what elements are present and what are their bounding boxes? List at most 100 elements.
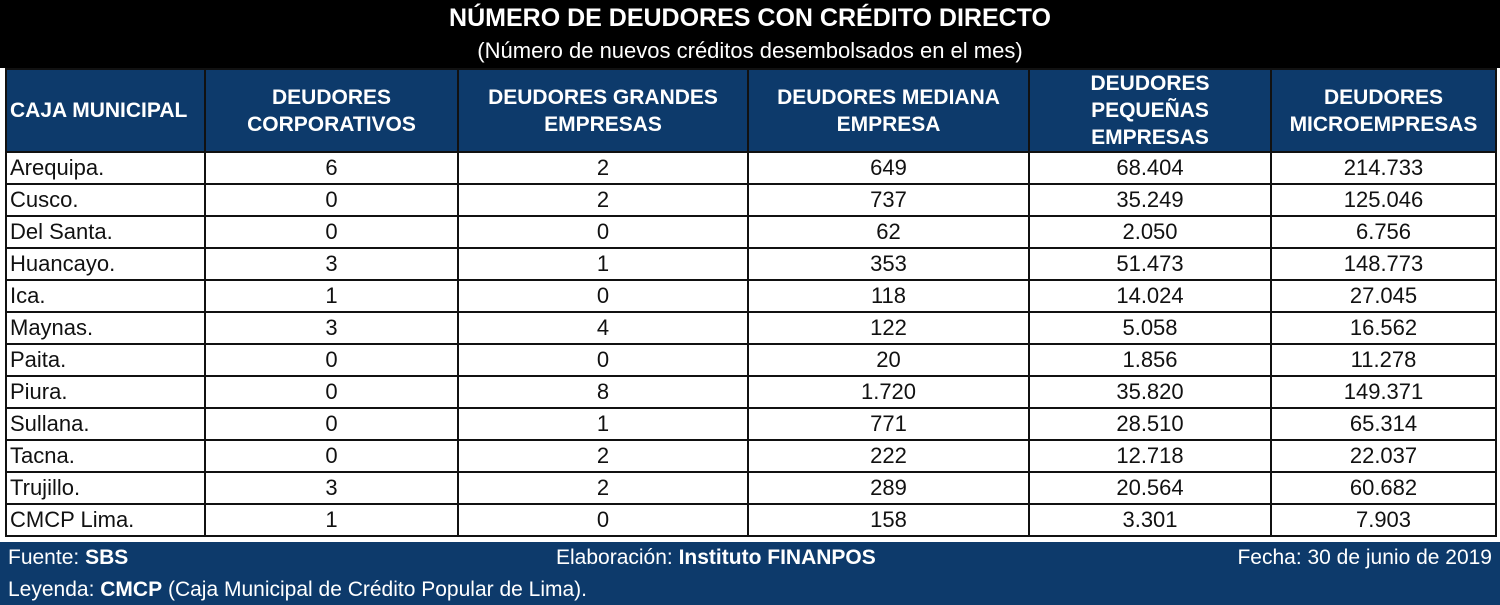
cell-corporativos: 0 [204, 407, 459, 441]
cell-grandes-empresas: 2 [457, 151, 749, 185]
cell-grandes-empresas: 2 [457, 183, 749, 217]
table-body: Arequipa. 6 2 649 68.404 214.733 Cusco. 0 2 737 35… [5, 151, 1497, 537]
legend-abbr: CMCP [100, 578, 163, 601]
cell-caja: Del Santa. [5, 215, 206, 249]
elaboration-value: Instituto FINANPOS [678, 546, 876, 569]
legend-note: Leyenda: CMCP (Caja Municipal de Crédito… [8, 578, 587, 602]
cell-caja: Tacna. [5, 439, 206, 473]
cell-grandes-empresas: 8 [457, 375, 749, 409]
cell-grandes-empresas: 0 [457, 279, 749, 313]
debtors-table: CAJA MUNICIPAL DEUDORES CORPORATIVOS DEU… [5, 68, 1497, 537]
cell-microempresas: 125.046 [1270, 183, 1497, 217]
cell-microempresas: 6.756 [1270, 215, 1497, 249]
cell-mediana-empresa: 1.720 [747, 375, 1030, 409]
page-title: NÚMERO DE DEUDORES CON CRÉDITO DIRECTO [449, 4, 1051, 32]
source-note: Fuente: SBS [8, 546, 128, 570]
column-header-microempresas: DEUDORES MICROEMPRESAS [1270, 68, 1497, 153]
source-label: Fuente: [8, 546, 80, 569]
cell-mediana-empresa: 62 [747, 215, 1030, 249]
source-value: SBS [85, 546, 129, 569]
cell-grandes-empresas: 0 [457, 503, 749, 537]
title-bar: NÚMERO DE DEUDORES CON CRÉDITO DIRECTO (… [0, 0, 1500, 68]
cell-pequenas-empresas: 14.024 [1028, 279, 1272, 313]
cell-mediana-empresa: 122 [747, 311, 1030, 345]
column-header-grandes-empresas: DEUDORES GRANDES EMPRESAS [457, 68, 749, 153]
cell-mediana-empresa: 158 [747, 503, 1030, 537]
cell-corporativos: 0 [204, 439, 459, 473]
cell-mediana-empresa: 353 [747, 247, 1030, 281]
cell-microempresas: 11.278 [1270, 343, 1497, 377]
cell-grandes-empresas: 0 [457, 215, 749, 249]
cell-pequenas-empresas: 5.058 [1028, 311, 1272, 345]
column-header-mediana-empresa: DEUDORES MEDIANA EMPRESA [747, 68, 1030, 153]
cell-microempresas: 148.773 [1270, 247, 1497, 281]
table-row: CMCP Lima. 1 0 158 3.301 7.903 [5, 503, 1497, 537]
footer: Fuente: SBS Elaboración: Instituto FINAN… [0, 542, 1500, 605]
cell-grandes-empresas: 1 [457, 247, 749, 281]
cell-mediana-empresa: 20 [747, 343, 1030, 377]
cell-pequenas-empresas: 3.301 [1028, 503, 1272, 537]
cell-grandes-empresas: 2 [457, 471, 749, 505]
column-header-pequenas-empresas: DEUDORES PEQUEÑAS EMPRESAS [1028, 68, 1272, 153]
table-row: Piura. 0 8 1.720 35.820 149.371 [5, 375, 1497, 409]
cell-caja: Cusco. [5, 183, 206, 217]
cell-grandes-empresas: 2 [457, 439, 749, 473]
table-row: Arequipa. 6 2 649 68.404 214.733 [5, 151, 1497, 185]
cell-microempresas: 60.682 [1270, 471, 1497, 505]
elaboration-note: Elaboración: Instituto FINANPOS [556, 546, 876, 570]
column-header-caja: CAJA MUNICIPAL [5, 68, 206, 153]
column-header-corporativos: DEUDORES CORPORATIVOS [204, 68, 459, 153]
cell-caja: Trujillo. [5, 471, 206, 505]
cell-caja: CMCP Lima. [5, 503, 206, 537]
date-note: Fecha: 30 de junio de 2019 [1237, 546, 1492, 569]
table-row: Huancayo. 3 1 353 51.473 148.773 [5, 247, 1497, 281]
cell-mediana-empresa: 771 [747, 407, 1030, 441]
cell-pequenas-empresas: 28.510 [1028, 407, 1272, 441]
cell-caja: Sullana. [5, 407, 206, 441]
elaboration-label: Elaboración: [556, 546, 673, 569]
cell-caja: Arequipa. [5, 151, 206, 185]
table-row: Tacna. 0 2 222 12.718 22.037 [5, 439, 1497, 473]
cell-corporativos: 3 [204, 311, 459, 345]
cell-microempresas: 16.562 [1270, 311, 1497, 345]
table-row: Paita. 0 0 20 1.856 11.278 [5, 343, 1497, 377]
cell-corporativos: 0 [204, 215, 459, 249]
cell-pequenas-empresas: 51.473 [1028, 247, 1272, 281]
cell-corporativos: 0 [204, 343, 459, 377]
cell-caja: Ica. [5, 279, 206, 313]
cell-grandes-empresas: 4 [457, 311, 749, 345]
cell-pequenas-empresas: 20.564 [1028, 471, 1272, 505]
cell-mediana-empresa: 737 [747, 183, 1030, 217]
cell-caja: Piura. [5, 375, 206, 409]
table-header-row: CAJA MUNICIPAL DEUDORES CORPORATIVOS DEU… [5, 68, 1497, 153]
cell-microempresas: 214.733 [1270, 151, 1497, 185]
cell-corporativos: 1 [204, 279, 459, 313]
cell-pequenas-empresas: 68.404 [1028, 151, 1272, 185]
cell-microempresas: 65.314 [1270, 407, 1497, 441]
page-subtitle: (Número de nuevos créditos desembolsados… [477, 38, 1023, 63]
cell-mediana-empresa: 118 [747, 279, 1030, 313]
legend-label: Leyenda: [8, 578, 95, 601]
cell-corporativos: 6 [204, 151, 459, 185]
cell-pequenas-empresas: 1.856 [1028, 343, 1272, 377]
table-row: Trujillo. 3 2 289 20.564 60.682 [5, 471, 1497, 505]
cell-microempresas: 7.903 [1270, 503, 1497, 537]
cell-microempresas: 27.045 [1270, 279, 1497, 313]
table-row: Sullana. 0 1 771 28.510 65.314 [5, 407, 1497, 441]
cell-mediana-empresa: 222 [747, 439, 1030, 473]
table-row: Cusco. 0 2 737 35.249 125.046 [5, 183, 1497, 217]
cell-mediana-empresa: 289 [747, 471, 1030, 505]
cell-microempresas: 149.371 [1270, 375, 1497, 409]
table-row: Del Santa. 0 0 62 2.050 6.756 [5, 215, 1497, 249]
cell-corporativos: 0 [204, 375, 459, 409]
cell-corporativos: 0 [204, 183, 459, 217]
cell-corporativos: 1 [204, 503, 459, 537]
cell-microempresas: 22.037 [1270, 439, 1497, 473]
table-row: Ica. 1 0 118 14.024 27.045 [5, 279, 1497, 313]
cell-corporativos: 3 [204, 247, 459, 281]
cell-corporativos: 3 [204, 471, 459, 505]
cell-pequenas-empresas: 12.718 [1028, 439, 1272, 473]
cell-caja: Maynas. [5, 311, 206, 345]
cell-pequenas-empresas: 35.249 [1028, 183, 1272, 217]
